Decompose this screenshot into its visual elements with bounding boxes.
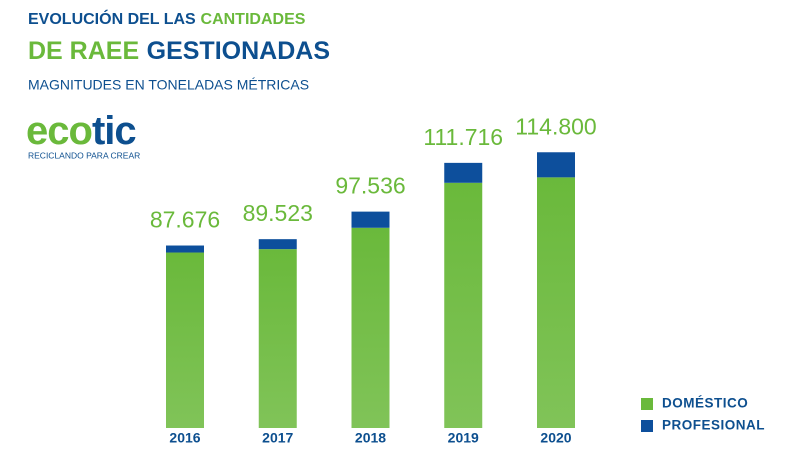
bar-segment xyxy=(444,162,483,183)
x-tick-label: 2017 xyxy=(262,430,293,446)
logo-part: tic xyxy=(92,109,136,153)
legend-swatch xyxy=(641,420,653,432)
title-part: DE RAEE xyxy=(28,37,139,65)
bar-segment xyxy=(166,252,204,428)
x-tick-label: 2020 xyxy=(540,430,571,446)
bar-segment xyxy=(258,249,297,428)
title-part: GESTIONADAS xyxy=(147,37,330,65)
bar-segment xyxy=(537,152,575,178)
value-label: 87.676 xyxy=(150,207,220,233)
value-label: 97.536 xyxy=(335,173,405,199)
x-tick-label: 2019 xyxy=(448,430,479,446)
bar-segment xyxy=(258,239,297,250)
legend-label: DOMÉSTICO xyxy=(662,396,748,411)
logo-tagline: RECICLANDO PARA CREAR xyxy=(28,150,140,160)
value-label: 111.716 xyxy=(423,124,503,150)
x-tick-label: 2016 xyxy=(169,430,200,446)
value-label: 89.523 xyxy=(243,200,313,226)
logo: ecotic xyxy=(26,109,136,153)
bar-segment xyxy=(351,211,390,228)
bar-segment xyxy=(351,227,390,428)
bar-segment xyxy=(166,245,204,253)
title-line: DE RAEE GESTIONADAS xyxy=(28,37,330,65)
title-part: CANTIDADES xyxy=(201,11,306,28)
subtitle: MAGNITUDES EN TONELADAS MÉTRICAS xyxy=(28,77,309,93)
logo-part: eco xyxy=(26,109,92,153)
x-tick-label: 2018 xyxy=(355,430,386,446)
value-label: 114.800 xyxy=(515,113,596,139)
legend-swatch xyxy=(641,398,653,410)
bar-segment xyxy=(537,177,575,428)
bar-segment xyxy=(444,182,483,428)
title-part: EVOLUCIÓN DEL LAS xyxy=(28,9,196,28)
title-line: EVOLUCIÓN DEL LAS CANTIDADES xyxy=(28,9,306,28)
legend-label: PROFESIONAL xyxy=(662,418,765,433)
